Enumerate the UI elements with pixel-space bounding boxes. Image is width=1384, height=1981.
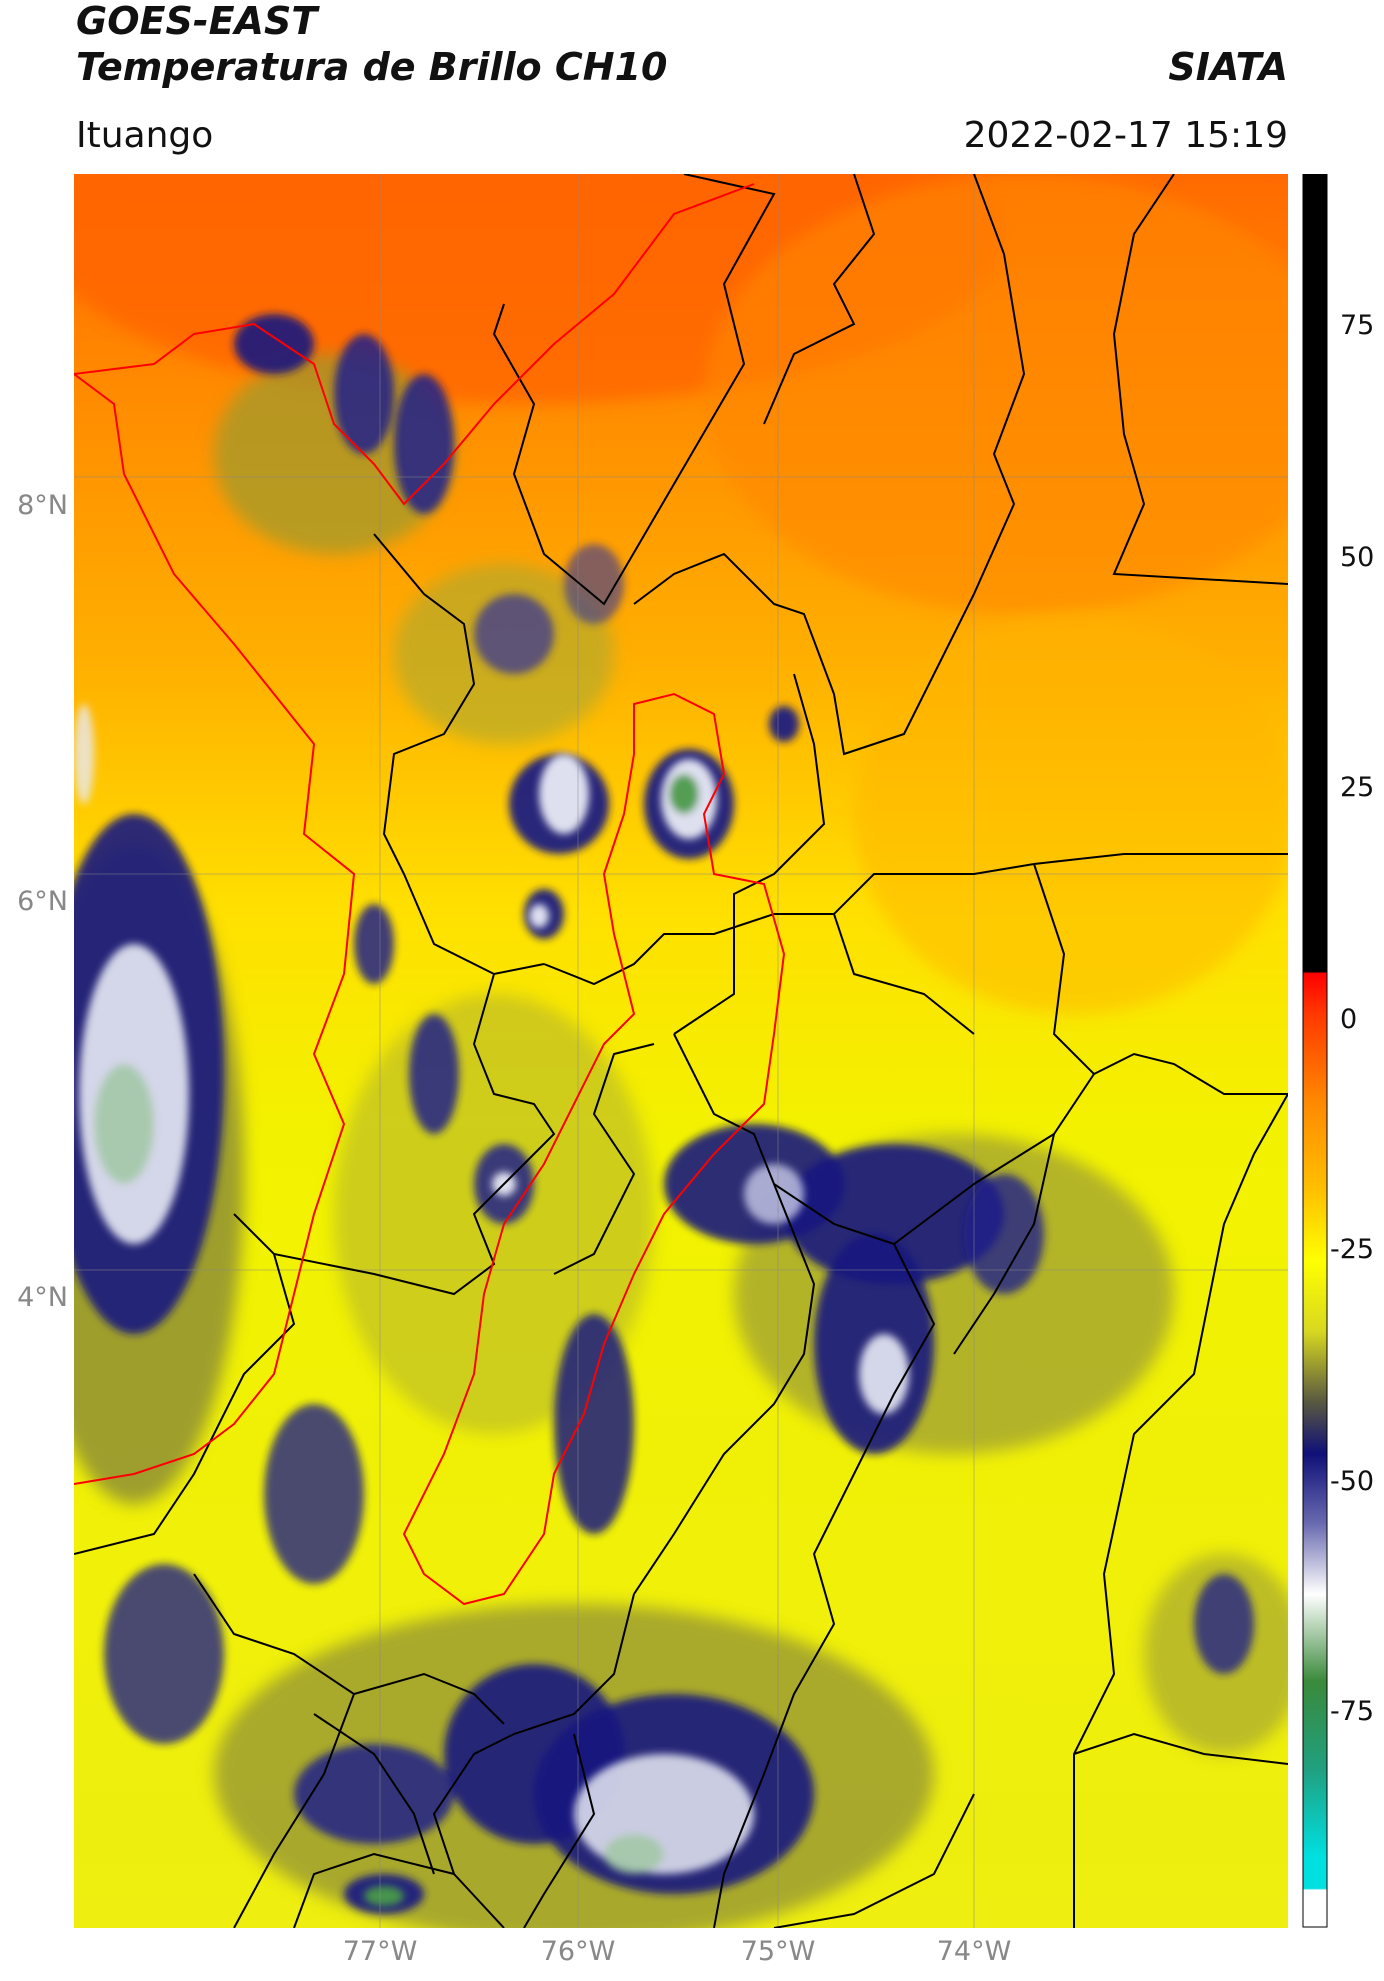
lat-label-4n: 4°N [17,1282,68,1313]
lon-label-77w: 77°W [342,1936,418,1967]
lon-label-74w: 74°W [936,1936,1012,1967]
colorbar-tick-25: 25 [1340,772,1375,803]
map-title-product: Temperatura de Brillo CH10 [76,45,668,89]
colorbar-tick-minus50: -50 [1330,1466,1375,1497]
highlight-borders [74,183,786,1606]
warm-region-east [854,614,1288,1014]
colorbar-tick-50: 50 [1340,542,1375,573]
lon-label-76w: 76°W [540,1936,616,1967]
map-title-satellite: GOES-EAST [76,0,318,43]
lat-label-6n: 6°N [17,886,68,917]
lat-label-8n: 8°N [17,490,68,521]
warm-region-northeast [704,174,1288,614]
brand-label: SIATA [1168,45,1288,89]
colorbar-tick-minus75: -75 [1330,1696,1375,1727]
lon-label-75w: 75°W [740,1936,816,1967]
satellite-map [74,174,1288,1928]
region-label: Ituango [76,115,214,156]
colorbar-ramp [1302,174,1328,1928]
colorbar-tick-0: 0 [1340,1004,1358,1035]
gridlines [74,174,1288,1928]
colorbar-tick-minus25: -25 [1330,1234,1375,1265]
colorbar-tick-75: 75 [1340,310,1375,341]
very-cold-cores [74,704,909,1906]
datetime-label: 2022-02-17 15:19 [963,115,1288,156]
colorbar [1302,174,1328,1928]
department-borders [74,174,1288,1928]
